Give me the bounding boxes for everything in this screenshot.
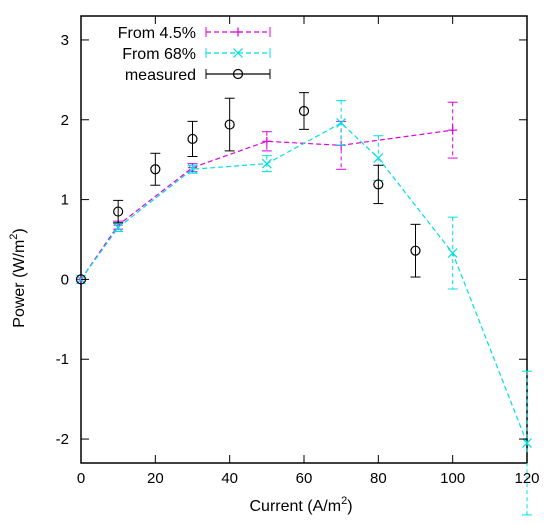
data-point xyxy=(224,119,235,130)
data-point xyxy=(373,153,384,164)
y-tick-label: 1 xyxy=(61,192,69,209)
legend-label: From 68% xyxy=(122,46,196,63)
legend-swatch-marker xyxy=(233,48,243,58)
legend: From 4.5% From 68% measured xyxy=(118,25,271,84)
data-point xyxy=(150,164,161,175)
data-point xyxy=(336,118,347,128)
data-point xyxy=(187,164,198,175)
error-bar xyxy=(187,120,198,157)
legend-label: measured xyxy=(125,67,196,84)
series-line xyxy=(80,122,528,444)
y-tick-label: 3 xyxy=(61,32,69,49)
error-bar xyxy=(150,152,161,186)
x-tick-label: 80 xyxy=(370,470,387,487)
x-tick-label: 20 xyxy=(147,470,164,487)
y-tick-label: -2 xyxy=(56,431,69,448)
legend-swatch-marker xyxy=(233,27,243,37)
error-bar xyxy=(373,164,384,205)
x-tick-label: 120 xyxy=(514,470,539,487)
x-tick-label: 40 xyxy=(221,470,238,487)
data-point xyxy=(261,158,272,169)
data-point xyxy=(373,179,384,190)
legend-label: From 4.5% xyxy=(118,25,196,42)
y-tick-label: -1 xyxy=(56,351,69,368)
data-point xyxy=(113,222,124,233)
series-2 xyxy=(75,92,421,285)
error-bar xyxy=(224,97,235,152)
data-point xyxy=(522,438,532,448)
error-bar xyxy=(447,101,458,159)
data-point xyxy=(262,136,272,146)
data-point xyxy=(113,206,124,217)
x-axis-label: Current (A/m2) xyxy=(249,495,352,515)
legend-swatch-marker xyxy=(232,68,244,80)
data-point xyxy=(187,133,198,145)
series-0 xyxy=(76,101,458,284)
error-bar xyxy=(299,92,309,130)
error-bar xyxy=(113,199,124,224)
series-line xyxy=(80,129,453,280)
series-1 xyxy=(76,100,532,516)
data-point xyxy=(448,125,458,135)
data-point xyxy=(410,245,421,256)
x-tick-label: 100 xyxy=(440,470,465,487)
y-tick-label: 2 xyxy=(61,112,69,129)
y-tick-label: 0 xyxy=(61,271,69,288)
error-bar xyxy=(410,223,421,278)
tick-layer: 0 20 40 60 80 100 120 -2 -1 0 1 2 3 xyxy=(56,16,540,487)
x-tick-label: 60 xyxy=(296,470,313,487)
data-point xyxy=(298,105,310,117)
series-layer xyxy=(75,92,532,516)
y-axis-label: Power (W/m2) xyxy=(8,228,28,327)
data-point xyxy=(447,248,458,258)
x-tick-label: 0 xyxy=(77,470,85,487)
